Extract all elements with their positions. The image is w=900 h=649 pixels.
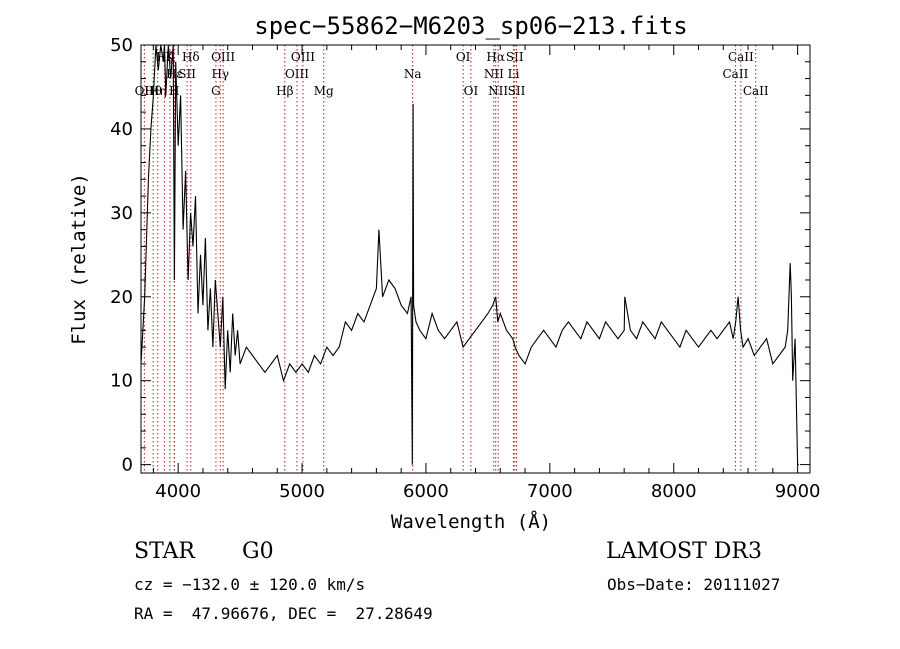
line-label-22: SII [506, 50, 524, 64]
plot-frame [140, 44, 811, 474]
y-tick-label-0: 0 [122, 455, 133, 476]
line-label-18: OI [464, 84, 479, 98]
x-axis-label: Wavelength (Å) [391, 510, 551, 533]
y-tick-label-4: 40 [110, 119, 133, 140]
line-label-21: NII [488, 84, 508, 98]
x-tick-label-2: 6000 [403, 481, 449, 502]
x-tick-label-3: 7000 [527, 481, 573, 502]
y-axis-label: Flux (relative) [68, 173, 90, 345]
line-label-19: Hα [486, 50, 505, 64]
object-subclass: G0 [242, 539, 274, 564]
line-label-27: CaII [743, 84, 769, 98]
x-tick-label-5: 9000 [775, 481, 821, 502]
x-tick-label-0: 4000 [155, 481, 201, 502]
x-tick-label-4: 8000 [651, 481, 697, 502]
spectrum-series-line [140, 44, 799, 466]
y-tick-label-1: 10 [110, 371, 133, 392]
y-tick-label-3: 30 [110, 203, 133, 224]
survey-name: LAMOST DR3 [606, 539, 762, 564]
line-label-2: Hη [149, 84, 167, 98]
line-label-13: OIII [291, 50, 315, 64]
line-label-25: CaII [728, 50, 754, 64]
y-tick-label-5: 50 [110, 35, 133, 56]
line-label-0: OII [135, 84, 155, 98]
line-label-17: OI [456, 50, 471, 64]
line-label-11: G [211, 84, 221, 98]
y-tick-label-2: 20 [110, 287, 133, 308]
line-label-15: Mg [314, 84, 334, 98]
axis-ticks: 4000 5000 6000 7000 8000 9000 0 10 20 30 40 50 [110, 35, 820, 502]
line-label-20: NII [484, 67, 504, 81]
line-label-4: K [166, 50, 176, 64]
line-label-9: OIII [211, 50, 235, 64]
line-label-24: SII [508, 84, 526, 98]
ra-dec: RA = 47.96676, DEC = 27.28649 [134, 604, 433, 623]
line-label-14: OIII [285, 67, 309, 81]
line-label-7: Hδ [182, 50, 200, 64]
line-label-6: H [169, 84, 179, 98]
line-label-23: Li [508, 67, 520, 81]
chart-title: spec−55862−M6203_sp06−213.fits [254, 12, 687, 40]
object-class: STAR [134, 539, 195, 564]
line-label-8: SII [178, 67, 196, 81]
obs-date: Obs−Date: 20111027 [607, 575, 781, 594]
redshift-cz: cz = −132.0 ± 120.0 km/s [134, 575, 366, 594]
line-label-26: CaII [723, 67, 749, 81]
line-label-10: Hγ [211, 67, 229, 81]
x-tick-label-1: 5000 [279, 481, 325, 502]
line-label-12: Hβ [276, 84, 293, 98]
line-label-16: Na [404, 67, 422, 81]
